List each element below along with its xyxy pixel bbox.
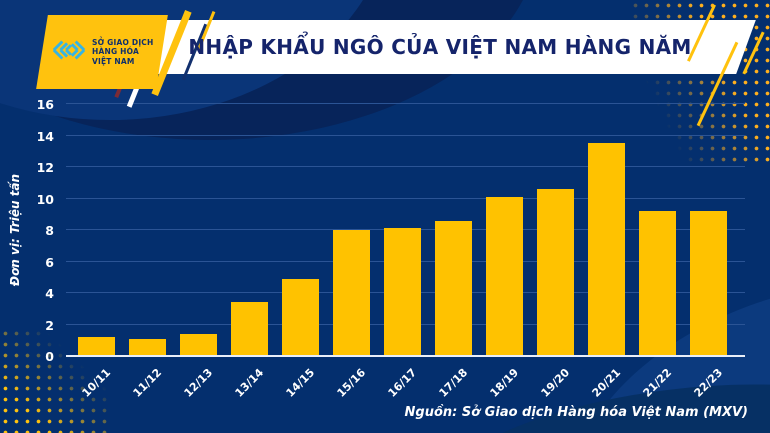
y-tick-label: 6	[45, 254, 54, 270]
y-tick-label: 2	[45, 317, 54, 333]
x-tick-label: 13/14	[232, 366, 267, 400]
bar	[383, 228, 421, 356]
y-tick-label: 0	[45, 349, 54, 364]
bar	[230, 302, 268, 356]
gridline	[66, 103, 745, 104]
y-tick-label: 12	[36, 160, 54, 175]
x-tick-label: 14/15	[283, 366, 318, 400]
x-axis-line	[66, 355, 745, 357]
y-axis-ticks: 0 2 4 6 8 10 12 14 16	[26, 97, 60, 364]
y-tick-label: 8	[45, 223, 54, 238]
x-tick-label: 11/12	[130, 366, 165, 400]
x-tick-label: 12/13	[181, 366, 216, 400]
bar	[536, 189, 574, 356]
bar	[434, 220, 472, 356]
bar	[485, 196, 523, 356]
source-credit: Nguồn: Sở Giao dịch Hàng hóa Việt Nam (M…	[404, 405, 748, 420]
bar-chart-plot-area	[66, 103, 745, 357]
bar	[179, 333, 217, 356]
bar	[77, 337, 115, 356]
x-tick-label: 15/16	[334, 366, 369, 400]
gridline	[66, 197, 745, 199]
bar	[332, 230, 370, 356]
y-tick-label: 10	[36, 191, 54, 207]
mxv-logo-icon	[50, 31, 88, 73]
y-tick-label: 4	[45, 286, 54, 301]
gridline	[66, 134, 745, 136]
mxv-logo-text: SỞ GIAO DỊCH HÀNG HÓA VIỆT NAM	[92, 37, 154, 66]
bar	[689, 211, 727, 356]
y-axis-unit-label: Đơn vị: Triệu tấn	[8, 173, 22, 287]
mxv-logo: SỞ GIAO DỊCH HÀNG HÓA VIỆT NAM	[36, 15, 168, 89]
bar	[281, 278, 319, 356]
y-tick-label: 14	[36, 128, 54, 144]
page-title: NHẬP KHẨU NGÔ CỦA VIỆT NAM HÀNG NĂM	[188, 35, 692, 59]
gridline	[66, 166, 745, 167]
bar	[587, 143, 625, 356]
y-tick-label: 16	[36, 97, 54, 112]
x-axis-labels: 10/11 11/12 12/13 13/14 14/15 15/16 16/17 17/18…	[66, 104, 745, 400]
bar	[128, 338, 166, 356]
bar	[638, 211, 676, 356]
